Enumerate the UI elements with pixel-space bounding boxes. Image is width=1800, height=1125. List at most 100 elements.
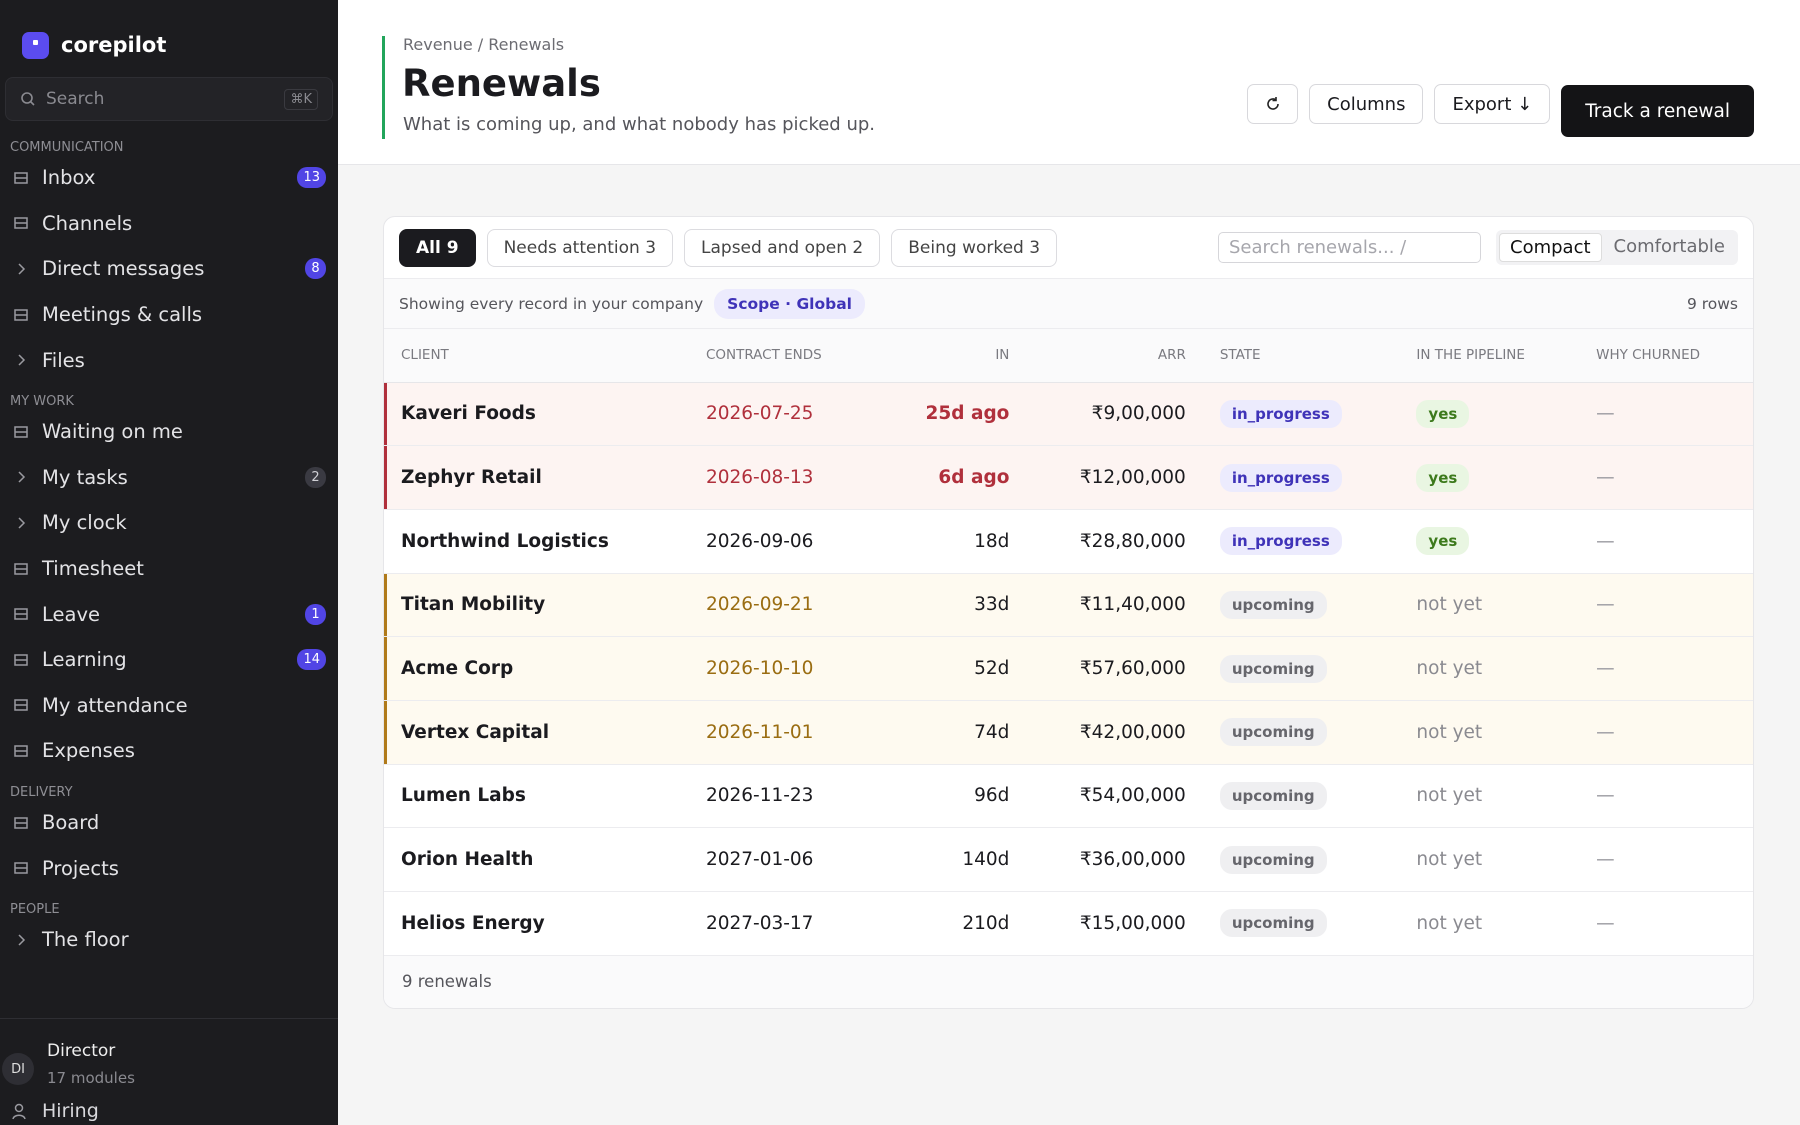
header-button[interactable]: Export ↓ (1434, 84, 1551, 124)
cell: Kaveri Foods (384, 382, 689, 447)
nav-badge: 14 (297, 649, 326, 671)
nav-item[interactable]: Board (0, 800, 338, 846)
nav-item[interactable]: Files (0, 337, 338, 383)
cell: ₹42,00,000 (1026, 700, 1203, 765)
cell: 18d (877, 509, 1027, 574)
cell: 2027-03-17 (688, 891, 878, 956)
state-pill: in_progress (1219, 463, 1342, 492)
cell: 2026-08-13 (688, 445, 878, 510)
nav-item[interactable]: Hiring (12, 1100, 99, 1122)
nav-item[interactable]: The floor (0, 917, 338, 963)
cell: yes (1399, 445, 1580, 510)
cell: 74d (877, 700, 1027, 765)
column-header[interactable]: IN (877, 329, 1027, 383)
table-row[interactable]: Helios Energy 2027-03-17 210d ₹15,00,000 upc… (384, 891, 1753, 956)
search-icon (21, 92, 35, 106)
cell: 210d (877, 891, 1027, 956)
cell: Zephyr Retail (384, 445, 689, 510)
cell: — (1579, 382, 1753, 447)
refresh-button[interactable] (1247, 84, 1299, 124)
cell: Titan Mobility (384, 573, 689, 638)
column-header[interactable]: WHY CHURNED (1579, 329, 1753, 383)
column-header[interactable]: IN THE PIPELINE (1399, 329, 1580, 383)
column-header[interactable]: CONTRACT ENDS (688, 329, 878, 383)
icon (14, 816, 28, 829)
filter-tab[interactable]: Needs attention 3 (486, 228, 674, 267)
table-row[interactable]: Titan Mobility 2026-09-21 33d ₹11,40,000 upc… (384, 573, 1753, 638)
icon (14, 745, 28, 757)
nav-label: Hiring (42, 1100, 99, 1122)
chevron (18, 354, 26, 366)
cell: upcoming (1202, 764, 1400, 829)
nav-label: Inbox (42, 166, 96, 190)
filter-tab[interactable]: Lapsed and open 2 (684, 228, 881, 267)
table-row[interactable]: Lumen Labs 2026-11-23 96d ₹54,00,000 upcomin… (384, 764, 1753, 829)
renewals-table: CLIENT CONTRACT ENDS IN ARR STATE IN THE PIPE… (384, 329, 1753, 956)
refresh-icon (1266, 97, 1279, 110)
column-header[interactable]: STATE (1202, 329, 1400, 383)
nav-item[interactable]: My tasks 2 (0, 455, 338, 501)
cell: yes (1399, 509, 1580, 574)
density-option[interactable]: Compact (1499, 233, 1602, 262)
nav-item[interactable]: Projects (0, 845, 338, 891)
cell: 96d (877, 764, 1027, 829)
filter-tab[interactable]: Being worked 3 (891, 228, 1058, 267)
primary-button[interactable]: Track a renewal (1561, 85, 1754, 137)
avatar: DI (2, 1053, 34, 1085)
table-row[interactable]: Northwind Logistics 2026-09-06 18d ₹28,80,0… (384, 509, 1753, 574)
nav-label: Files (42, 348, 85, 372)
nav-item[interactable]: Channels (0, 201, 338, 247)
filter-tab[interactable]: All 9 (399, 228, 476, 267)
table-search[interactable]: Search renewals... / (1218, 232, 1481, 263)
table-row[interactable]: Acme Corp 2026-10-10 52d ₹57,60,000 upcoming… (384, 636, 1753, 701)
nav-item[interactable]: Waiting on me (0, 409, 338, 455)
cell: not yet (1399, 827, 1580, 892)
cell: — (1579, 891, 1753, 956)
density-toggle: Compact Comfortable (1496, 230, 1738, 265)
cell: 2026-10-10 (688, 636, 878, 701)
cell: not yet (1399, 700, 1580, 765)
nav-section-title: MY WORK (10, 393, 74, 409)
nav-item[interactable]: Inbox 13 (0, 155, 338, 201)
scope-text: Showing every record in your company (399, 294, 704, 313)
pipeline-status: not yet (1416, 658, 1483, 680)
cell: — (1579, 445, 1753, 510)
nav-item[interactable]: My attendance (0, 683, 338, 729)
density-option[interactable]: Comfortable (1613, 236, 1725, 257)
page-subtitle: What is coming up, and what nobody has p… (403, 114, 875, 135)
table-footer: 9 renewals (384, 955, 1753, 1008)
nav-item[interactable]: My clock (0, 500, 338, 546)
nav-item[interactable]: Expenses (0, 728, 338, 774)
column-header[interactable]: ARR (1026, 329, 1203, 383)
header-button[interactable]: Columns (1309, 84, 1424, 124)
actions: Columns Export ↓ Track a renewal (1247, 84, 1754, 137)
sidebar-search[interactable]: Search ⌘K (5, 77, 333, 121)
sidebar: corepilot Search ⌘K COMMUNICATION Inbox 13… (0, 0, 338, 1125)
scope-chip[interactable]: Scope · Global (714, 288, 865, 319)
table-row[interactable]: Kaveri Foods 2026-07-25 25d ago ₹9,00,000 in… (384, 382, 1753, 447)
brand[interactable]: corepilot (0, 0, 338, 66)
nav-badge: 1 (305, 603, 326, 625)
nav-item[interactable]: Meetings & calls (0, 292, 338, 338)
icon (14, 699, 28, 712)
cell: not yet (1399, 573, 1580, 638)
nav-item[interactable]: Leave 1 (0, 591, 338, 637)
nav-label: My clock (42, 511, 127, 535)
nav-item[interactable]: Timesheet (0, 546, 338, 592)
user[interactable]: DI Director 17 modules (0, 1018, 338, 1087)
nav-item[interactable]: Learning 14 (0, 637, 338, 683)
table-row[interactable]: Zephyr Retail 2026-08-13 6d ago ₹12,00,000 i… (384, 445, 1753, 510)
nav-item[interactable]: Direct messages 8 (0, 246, 338, 292)
state-pill: upcoming (1219, 781, 1327, 810)
nav-label: Timesheet (42, 557, 144, 581)
table-row[interactable]: Orion Health 2027-01-06 140d ₹36,00,000 upco… (384, 827, 1753, 892)
table-row[interactable]: Vertex Capital 2026-11-01 74d ₹42,00,000 upc… (384, 700, 1753, 765)
column-header[interactable]: CLIENT (384, 329, 689, 383)
cell: ₹57,60,000 (1026, 636, 1203, 701)
cell: ₹15,00,000 (1026, 891, 1203, 956)
nav-badge: 8 (305, 258, 326, 280)
cell: not yet (1399, 891, 1580, 956)
icon (14, 562, 28, 575)
breadcrumb[interactable]: Revenue / Renewals (403, 35, 565, 54)
